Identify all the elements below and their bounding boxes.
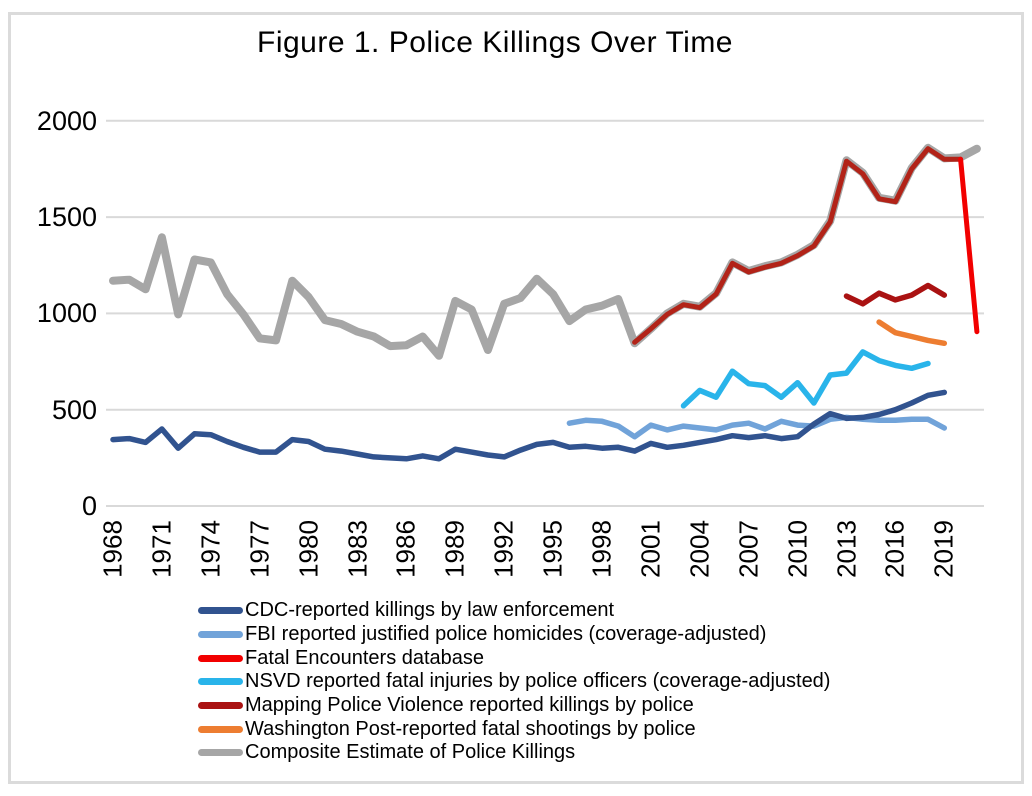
x-tick-label-2019: 2019	[928, 520, 959, 578]
x-tick-label-1989: 1989	[439, 520, 470, 578]
legend-label: Mapping Police Violence reported killing…	[245, 694, 694, 717]
legend-label: NSVD reported fatal injuries by police o…	[245, 670, 831, 693]
series-line-composite-estimate-of-police-killings	[109, 143, 981, 360]
legend-item-nsvd-reported-fatal-injuries-by-police-o: NSVD reported fatal injuries by police o…	[198, 670, 830, 694]
x-tick-label-1992: 1992	[488, 520, 519, 578]
x-tick-label-1995: 1995	[537, 520, 568, 578]
x-tick-label-2004: 2004	[684, 520, 715, 578]
x-tick-label-2001: 2001	[635, 520, 666, 578]
legend-label: CDC-reported killings by law enforcement	[245, 599, 615, 622]
series-line-fbi-reported-justified-police-homicides-	[566, 414, 948, 440]
legend-item-fatal-encounters-database: Fatal Encounters database	[198, 646, 830, 670]
y-tick-label-1000: 1000	[36, 298, 97, 329]
legend-swatch-icon	[198, 702, 243, 710]
x-tick-label-1974: 1974	[195, 520, 226, 578]
series-line-cdc-reported-killings-by-law-enforcement	[110, 389, 948, 462]
legend-swatch-icon	[198, 631, 243, 639]
x-tick-label-2007: 2007	[733, 520, 764, 578]
x-tick-label-2013: 2013	[831, 520, 861, 578]
x-tick-label-2016: 2016	[879, 520, 910, 578]
legend-swatch-icon	[198, 607, 243, 615]
legend-swatch-icon	[198, 749, 243, 757]
legend-item-mapping-police-violence-reported-killing: Mapping Police Violence reported killing…	[198, 694, 830, 718]
legend-item-cdc-reported-killings-by-law-enforcement: CDC-reported killings by law enforcement	[198, 599, 830, 623]
figure-frame	[8, 12, 1024, 784]
x-tick-label-1971: 1971	[146, 520, 177, 578]
legend-item-washington-post-reported-fatal-shootings: Washington Post-reported fatal shootings…	[198, 717, 830, 741]
x-tick-label-1986: 1986	[390, 520, 421, 578]
legend-label: Composite Estimate of Police Killings	[245, 741, 576, 764]
legend-label: Washington Post-reported fatal shootings…	[245, 717, 696, 740]
legend-label: Fatal Encounters database	[245, 646, 485, 669]
x-tick-label-1998: 1998	[586, 520, 617, 578]
series-line-nsvd-reported-fatal-injuries-by-police-o	[680, 349, 931, 409]
legend: CDC-reported killings by law enforcement…	[198, 599, 830, 765]
legend-item-fbi-reported-justified-police-homicides-: FBI reported justified police homicides …	[198, 623, 830, 647]
x-tick-label-2010: 2010	[782, 520, 813, 578]
series-line-tail-fatal-encounters-database	[958, 156, 980, 335]
x-tick-label-1977: 1977	[244, 520, 275, 578]
series-line-fatal-encounters-database	[632, 146, 964, 345]
legend-swatch-icon	[198, 725, 243, 733]
chart-title: Figure 1. Police Killings Over Time	[257, 26, 733, 59]
x-tick-label-1980: 1980	[293, 520, 324, 578]
y-tick-label-2000: 2000	[36, 105, 97, 136]
y-tick-label-500: 500	[51, 394, 97, 425]
y-tick-label-1500: 1500	[36, 202, 97, 233]
x-tick-label-1968: 1968	[97, 520, 128, 578]
series-line-washington-post-reported-fatal-shootings	[876, 319, 948, 347]
series-line-mapping-police-violence-reported-killing	[843, 282, 948, 307]
legend-swatch-icon	[198, 654, 243, 662]
legend-item-composite-estimate-of-police-killings: Composite Estimate of Police Killings	[198, 741, 830, 765]
y-tick-label-0: 0	[81, 491, 97, 521]
legend-swatch-icon	[198, 678, 243, 686]
x-tick-label-1983: 1983	[342, 520, 372, 578]
legend-label: FBI reported justified police homicides …	[245, 623, 767, 646]
